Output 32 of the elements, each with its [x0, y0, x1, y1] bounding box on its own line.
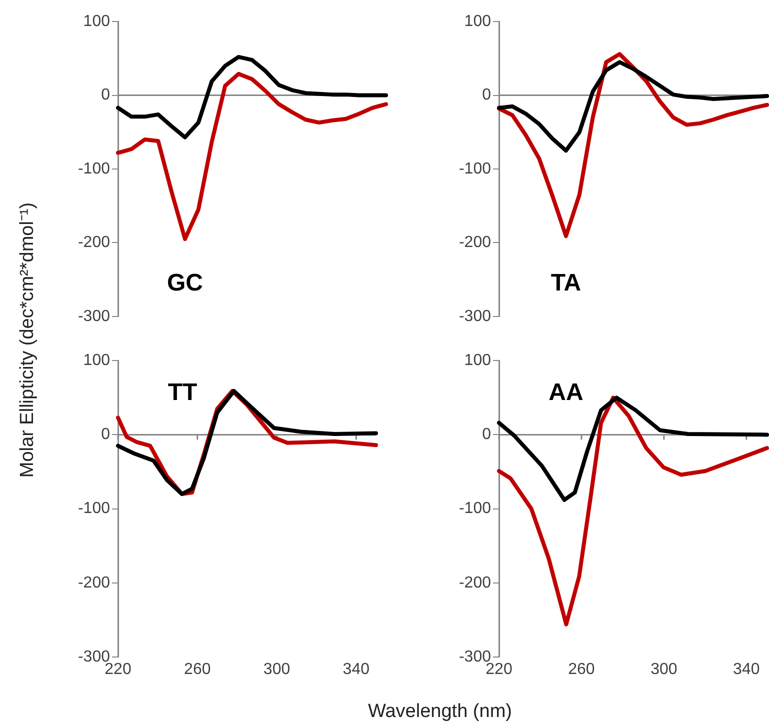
x-tick-label: 220	[104, 661, 132, 678]
y-tick-label: -300	[78, 308, 110, 325]
y-tick-label: 100	[83, 13, 110, 30]
y-tick-label: -200	[78, 574, 110, 592]
y-tick-label: 0	[101, 426, 110, 444]
y-tick-label: -100	[458, 160, 492, 178]
y-tick-label: -200	[458, 574, 492, 592]
x-tick-label: 340	[342, 661, 370, 678]
y-axis-title: Molar Ellipticity (dec*cm²*dmol⁻¹)	[16, 202, 39, 478]
text: TA	[550, 270, 582, 297]
y-tick-label: -100	[78, 500, 110, 518]
y-tick-label: 100	[464, 13, 492, 30]
y-tick-label: 100	[464, 352, 492, 370]
y-tick-label: -200	[458, 234, 492, 252]
text: AA	[548, 378, 584, 406]
text: GC	[167, 270, 203, 297]
x-tick-label: 340	[733, 661, 760, 678]
text: TT	[168, 378, 198, 406]
x-tick-label: 300	[263, 661, 290, 678]
x-tick-label: 220	[486, 661, 512, 678]
y-tick-label: -200	[78, 234, 110, 252]
x-tick-label: 260	[184, 661, 211, 678]
x-tick-label: 260	[568, 661, 595, 678]
y-tick-label: -100	[458, 500, 492, 518]
y-tick-label: -100	[78, 160, 110, 178]
y-tick-label: 0	[101, 86, 110, 104]
y-tick-label: 0	[482, 426, 492, 444]
y-tick-label: -300	[458, 308, 492, 325]
y-tick-label: 0	[482, 86, 492, 104]
x-axis-title: Wavelength (nm)	[368, 701, 512, 723]
y-tick-label: 100	[83, 352, 110, 370]
x-tick-label: 300	[650, 661, 678, 678]
